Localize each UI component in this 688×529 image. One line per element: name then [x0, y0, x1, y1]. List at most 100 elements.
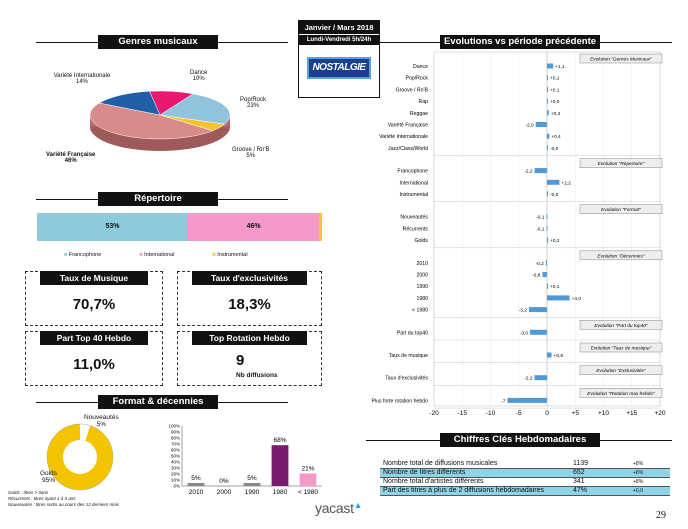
row-label: Part du top40 [397, 330, 428, 336]
value-label: +0,0 [550, 99, 560, 105]
group-label: Evolution "Genres Musicaux" [590, 57, 652, 63]
x-tick: +15 [626, 410, 637, 417]
row-label: Reggae [410, 111, 428, 117]
y-tick: 20% [171, 472, 180, 477]
y-tick: 30% [171, 466, 180, 471]
value-label: -2,2 [524, 376, 533, 382]
cell-value: 652 [573, 469, 585, 476]
value-label: -0,0 [550, 146, 559, 152]
group-label: Evolution "Part du top40" [594, 323, 648, 329]
y-tick: 60% [171, 448, 180, 453]
bar [271, 445, 289, 486]
table-row: Nombre total d'artistes différents 341 +8% [380, 478, 670, 487]
bar-label: 5% [191, 475, 201, 482]
bar-label: 5% [247, 475, 257, 482]
page-number: 29 [656, 510, 666, 521]
repertoire-segment-francophone: 53% [37, 213, 189, 241]
row-label: Golds [414, 238, 428, 244]
value-label: +2,2 [561, 180, 571, 186]
y-tick: 10% [171, 478, 180, 483]
pie-slice [159, 93, 231, 125]
station-logo: NOSTALGIE [307, 57, 371, 79]
evolution-bar [547, 179, 560, 185]
evolution-bar [547, 283, 548, 289]
evolutions-title: Evolutions vs période précédente [440, 35, 600, 49]
x-tick: +5 [572, 410, 580, 417]
cell-label: Part des titres à plus de 2 diffusions h… [383, 487, 544, 494]
row-label: Variété Internationale [379, 134, 428, 140]
repertoire-segment-instrumental [319, 213, 322, 241]
x-tick: 0 [545, 410, 549, 417]
value-label: +0,2 [550, 238, 560, 244]
period-title: Janvier / Mars 2018 [299, 21, 379, 34]
chiffres-title: Chiffres Clés Hebdomadaires [440, 433, 600, 447]
cell-label: Nombre de titres différents [383, 469, 466, 476]
cell-value: 341 [573, 478, 585, 485]
row-label: Rap [418, 99, 428, 105]
row-label: Jazz/Class/World [388, 146, 428, 152]
kpi-taux-exclusivites: Taux d'exclusivités 18,3% [177, 271, 322, 326]
y-tick: 40% [171, 460, 180, 465]
schedule: Lundi-Vendredi 5h/24h [299, 34, 379, 45]
evolutions-bar-chart: -20 -15 -10 -5 0 +5 +10 +15 +20 Evolution "Genre… [371, 51, 666, 417]
row-label: 1980 [416, 296, 428, 302]
format-notes: Golds : titres > 3ans Récurrents : titre… [8, 490, 119, 508]
evolution-bar [547, 98, 548, 104]
x-tick: 1990 [245, 489, 260, 496]
evolution-bar [547, 145, 548, 151]
x-tick: 2010 [189, 489, 204, 496]
x-tick: -20 [429, 410, 439, 417]
group-label: Evolution "Taux de musique" [591, 346, 652, 352]
x-tick: 1980 [273, 489, 288, 496]
value-label: -0,8 [532, 273, 541, 279]
row-label: Taux d'exclusivités [385, 376, 428, 382]
x-tick: -15 [458, 410, 468, 417]
value-label: +0,8 [554, 353, 564, 359]
evolution-bar [530, 329, 547, 335]
legend-international: ■ International [139, 252, 175, 258]
y-tick: 100% [168, 424, 180, 429]
evolution-bar [547, 63, 554, 69]
row-label: 2010 [416, 261, 428, 267]
cell-value: 1139 [573, 460, 589, 467]
evolution-bar [547, 191, 548, 197]
evolution-bar [542, 272, 547, 277]
value-label: +0,4 [551, 134, 561, 140]
kpi-sub: Nb diffusions [236, 372, 278, 379]
y-tick: 90% [171, 430, 180, 435]
bar-label: 0% [219, 478, 229, 485]
evolution-bar [546, 214, 548, 220]
repertoire-title: Répertoire [98, 192, 218, 206]
y-tick: 0% [173, 484, 180, 489]
value-label: -0,1 [536, 226, 545, 232]
evolution-bar [534, 168, 547, 174]
y-tick: 70% [171, 442, 180, 447]
x-tick: 2000 [217, 489, 232, 496]
kpi-value: 18,3% [228, 296, 271, 313]
value-label: -0,1 [536, 215, 545, 221]
kpi-value: 9 [236, 352, 245, 369]
pie-label-poprock: Pop/Rock 23% [240, 97, 267, 109]
kpi-taux-musique: Taux de Musique 70,7% [25, 271, 163, 326]
cell-label: Nombre total de diffusions musicales [383, 460, 498, 467]
evolution-bar [545, 260, 547, 266]
value-label: +0,3 [551, 111, 561, 117]
row-label: Dance [413, 64, 428, 70]
repertoire-legend: ■ Francophone ■ International ■ Instrume… [64, 252, 248, 258]
row-label: 1990 [416, 284, 428, 290]
row-label: Pop/Rock [406, 76, 429, 82]
cell-delta: +8% [633, 470, 644, 476]
group-label: Evolution "Format" [601, 207, 641, 213]
kpi-value: 11,0% [73, 356, 115, 373]
row-label: Plus forte rotation hebdo [371, 398, 428, 404]
x-tick: < 1980 [298, 489, 318, 496]
period-box: Janvier / Mars 2018 Lundi-Vendredi 5h/24… [298, 20, 380, 98]
y-tick: 80% [171, 436, 180, 441]
row-label: Variété Française [388, 123, 428, 129]
evolution-bar [547, 75, 548, 81]
cell-value: 47% [573, 487, 588, 494]
evolution-bar [547, 352, 552, 358]
value-label: -0,0 [550, 192, 559, 198]
bar [299, 473, 317, 486]
evolution-bar [535, 122, 547, 127]
